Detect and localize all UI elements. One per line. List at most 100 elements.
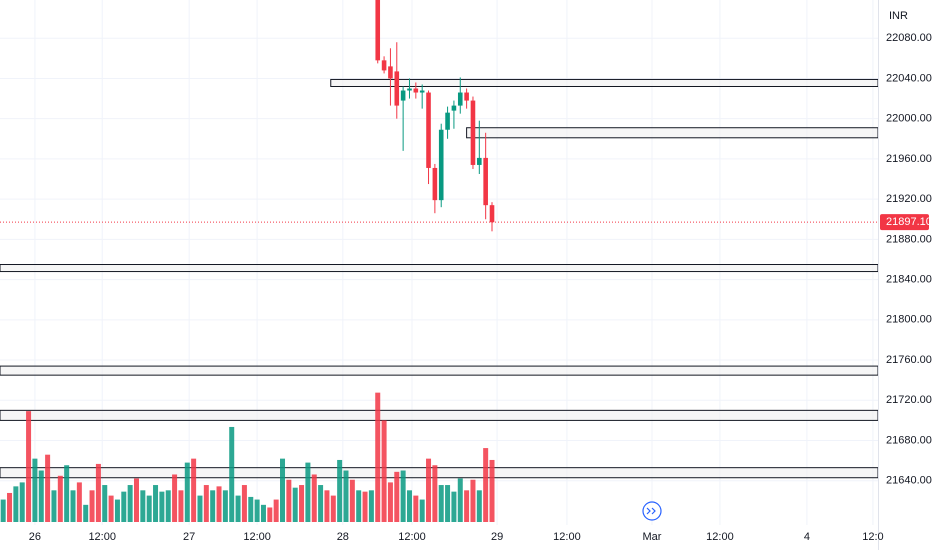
volume-bar [51,490,57,522]
y-tick-label: 21640.00 [886,475,932,487]
volume-bar [324,490,330,522]
volume-bar [178,490,184,522]
volume-bar [114,499,120,522]
y-tick-label: 21760.00 [886,354,932,366]
zone [0,365,879,376]
volume-bar [413,495,419,522]
candle-body [457,92,463,106]
x-tick-label: 12:00 [553,531,581,543]
x-tick-label: 29 [491,531,503,543]
candle-body [438,129,444,201]
volume-bar [19,482,25,522]
candle-body [432,167,438,201]
volume-bar [83,504,89,522]
candle-body [407,88,412,91]
y-tick-label: 21720.00 [886,394,932,406]
y-tick-label: 22080.00 [886,32,932,44]
volume-bar [362,491,368,522]
volume-bar [45,454,51,522]
volume-bar [26,411,32,522]
volume-bar [146,495,152,522]
zone [0,409,879,421]
candle-body [426,92,431,168]
volume-bar [229,426,235,522]
volume [0,392,495,522]
volume-bar [387,482,393,522]
volume-bar [451,491,457,522]
zone [0,467,879,479]
volume-bar [102,485,108,522]
x-tick-label: Mar [643,531,662,543]
candle-body [477,157,482,165]
volume-bar [330,495,336,522]
volume-bar [172,474,178,522]
volume-bar [470,479,476,522]
candle-body [381,60,387,71]
y-tick-label: 22040.00 [886,72,932,84]
price-axis: 22080.00 22040.00 22000.00 21960.00 21920.00… [29,0,932,550]
volume-bar [222,490,228,522]
volume-bar [241,485,247,522]
volume-bar [127,485,133,522]
zone [330,78,879,87]
volume-bar [406,490,412,522]
candles [0,0,878,232]
volume-bar [273,499,279,522]
volume-bar [400,470,406,522]
zone [466,127,879,139]
volume-bar [464,490,470,522]
volume-bar [0,499,6,522]
candle-body [400,90,406,101]
candle-body [394,71,400,106]
currency-label: INR [889,10,908,22]
volume-bar [343,470,349,522]
volume-bar [159,491,165,522]
volume-bar [57,475,63,522]
last-price-tag [880,214,929,231]
candle-body [388,66,393,79]
volume-bar [368,490,374,522]
candle-body [445,112,450,130]
volume-bar [191,458,197,522]
volume-bar [89,490,95,522]
volume-bar [197,495,203,522]
grid [0,0,878,525]
y-tick-label: 21960.00 [886,153,932,165]
volume-bar [32,458,38,522]
volume-bar [76,482,82,522]
candle-body [451,105,457,111]
volume-bar [286,479,292,522]
volume-bar [140,490,146,522]
volume-bar [318,485,324,522]
zone [0,264,879,273]
volume-bar [235,495,241,522]
candle-body [489,205,495,223]
volume-bar [381,420,387,522]
volume-bar [121,491,127,522]
y-tick-label: 21840.00 [886,274,932,286]
volume-bar [457,478,463,522]
candle-body [419,90,425,93]
volume-bar [349,479,355,522]
volume-bar [280,458,286,522]
y-tick-label: 21680.00 [886,434,932,446]
volume-bar [356,490,362,522]
y-tick-label: 22000.00 [886,113,932,125]
y-tick-label: 21880.00 [886,233,932,245]
candle-body [483,157,488,206]
volume-bar [203,485,209,522]
volume-bar [70,490,76,522]
y-tick-label: 21920.00 [886,193,932,205]
volume-bar [483,448,489,522]
volume-bar [254,499,260,522]
x-tick-label: 4 [804,531,810,543]
volume-bar [260,504,266,522]
volume-bar [248,496,254,522]
x-tick-label: 12:00 [398,531,426,543]
goto-realtime-button[interactable] [642,501,662,521]
candle-body [464,92,469,101]
candle-body [470,100,476,165]
volume-bar [267,507,273,522]
